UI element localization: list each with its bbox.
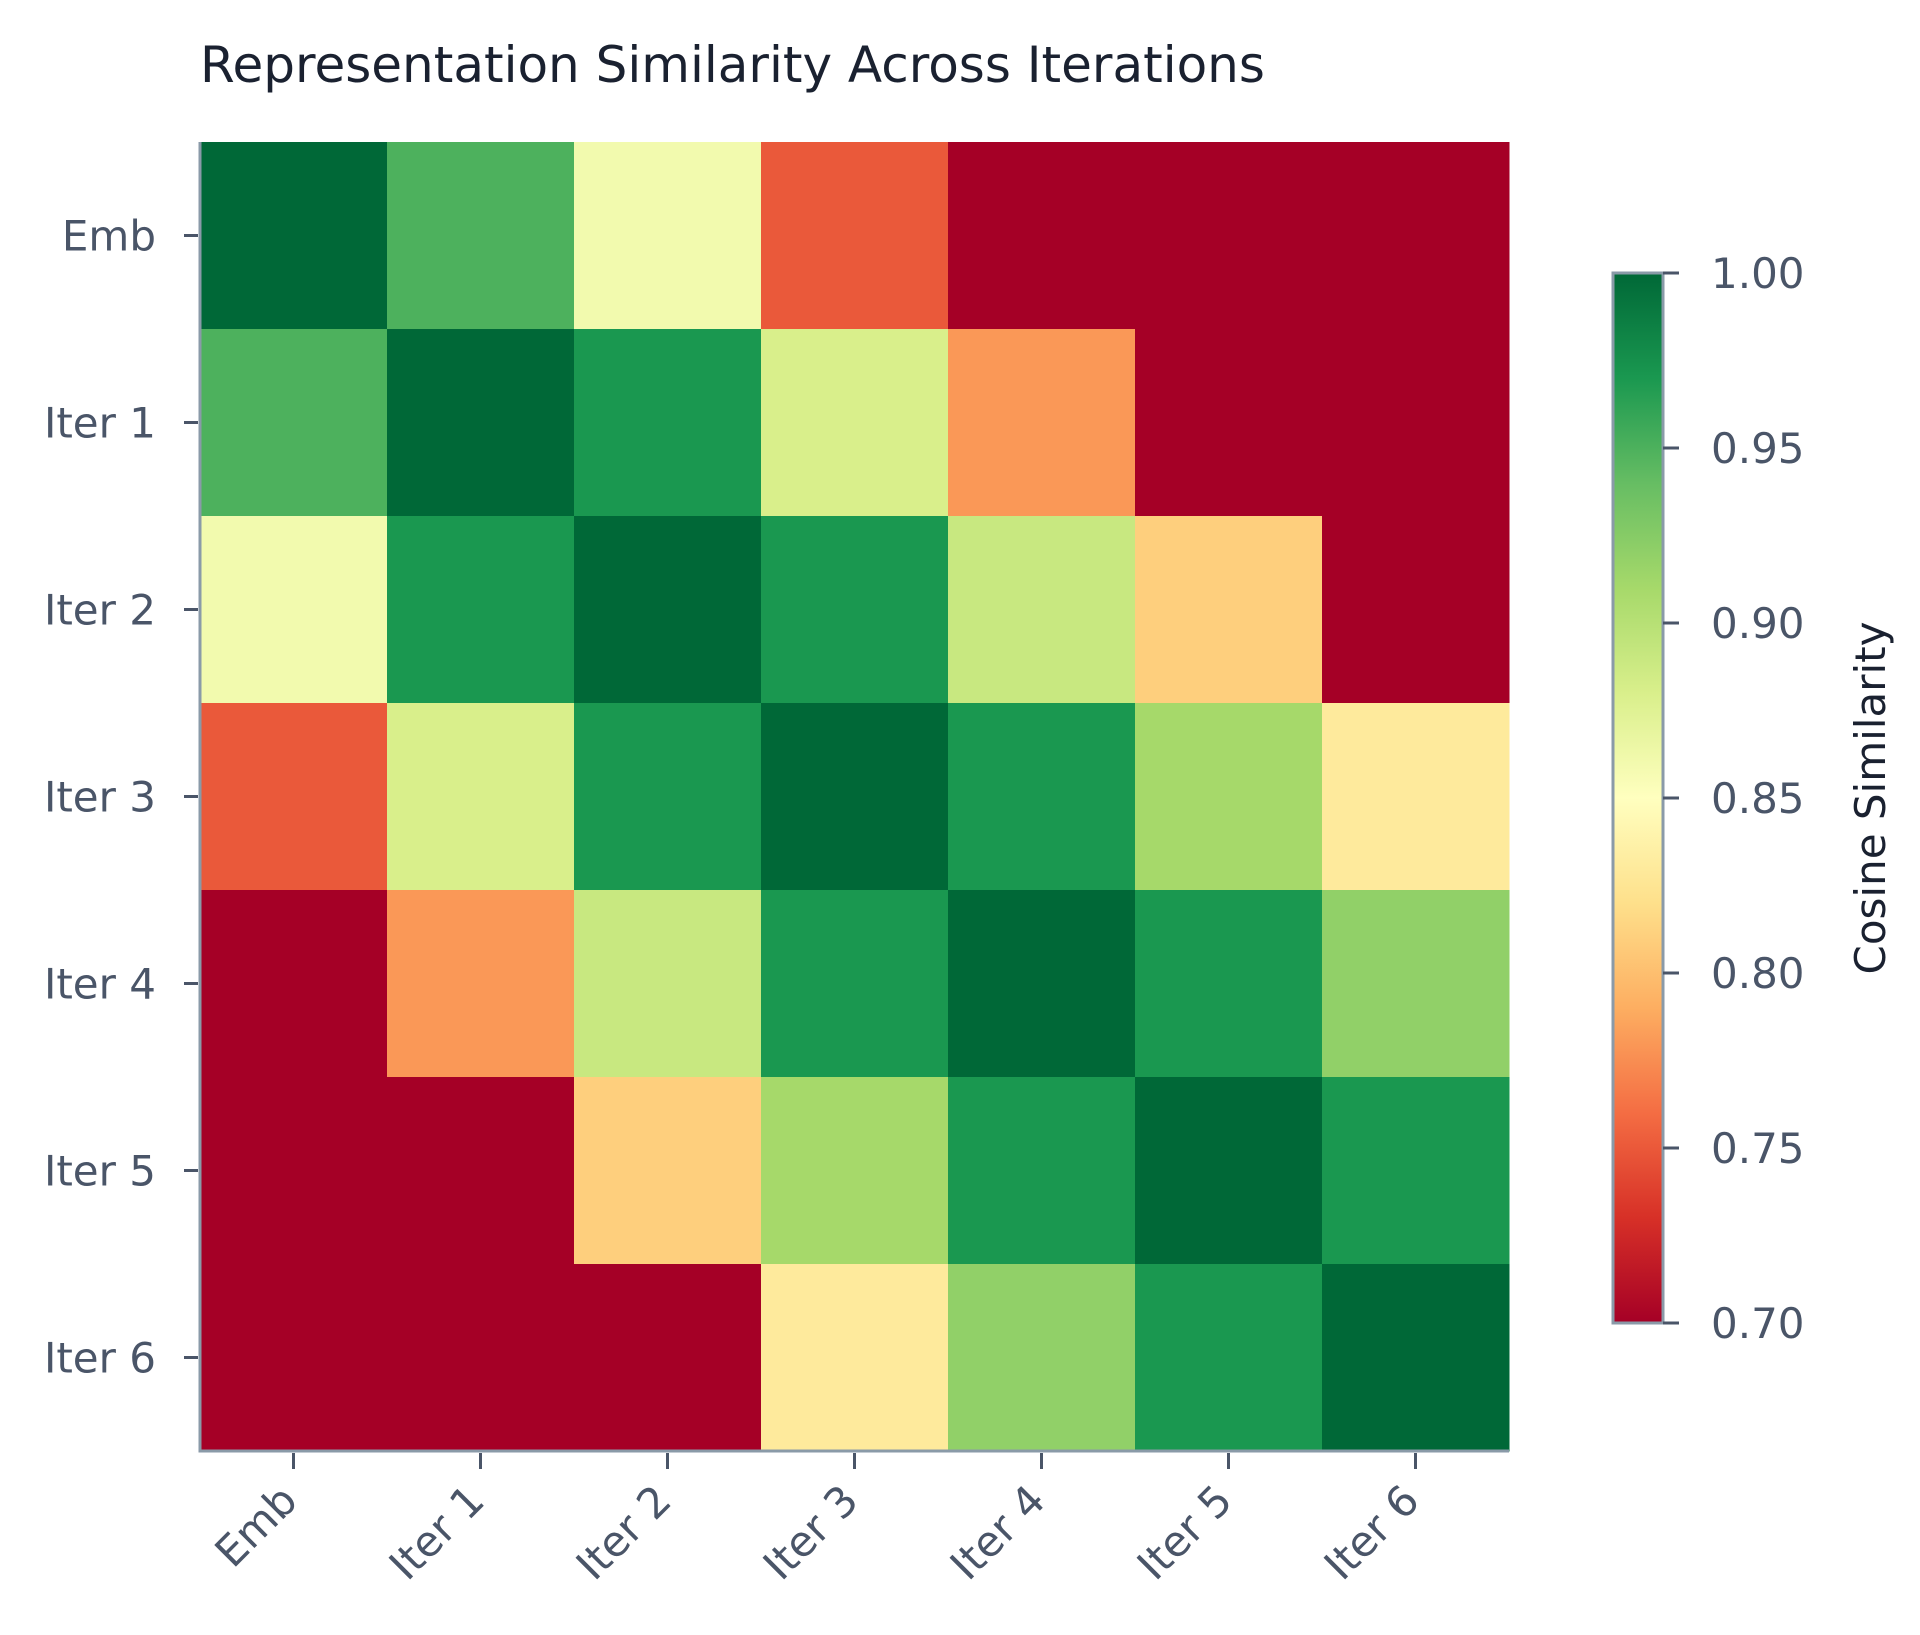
heatmap-cell — [200, 1077, 388, 1265]
heatmap-cell — [761, 516, 949, 704]
heatmap-axes — [198, 142, 1509, 1453]
heatmap-cell — [1135, 516, 1323, 704]
x-tick-label: Iter 6 — [1315, 1475, 1429, 1589]
axis-spine — [198, 142, 1509, 1453]
heatmap-cell — [200, 890, 388, 1078]
colorbar-tick-label: 0.70 — [1711, 1299, 1805, 1348]
heatmap-cell — [1322, 516, 1510, 704]
heatmap-cell — [1322, 142, 1510, 330]
heatmap-cell — [761, 142, 949, 330]
heatmap-cell — [948, 1077, 1136, 1265]
heatmap-cell — [387, 703, 575, 891]
y-tick-label: Iter 5 — [44, 1147, 156, 1196]
colorbar-tick-label: 0.90 — [1711, 599, 1805, 648]
heatmap-cell — [387, 1077, 575, 1265]
heatmap-cell — [1135, 1264, 1323, 1452]
y-tick-label: Iter 2 — [44, 586, 156, 635]
colorbar-tick-label: 0.85 — [1711, 774, 1805, 823]
heatmap-cell — [1135, 703, 1323, 891]
heatmap-cell — [948, 703, 1136, 891]
heatmap-cell — [761, 1264, 949, 1452]
y-tick-label: Iter 6 — [44, 1334, 156, 1383]
heatmap-cell — [200, 142, 388, 330]
colorbar-tick-label: 0.75 — [1711, 1124, 1805, 1173]
x-tick-label: Iter 4 — [941, 1475, 1055, 1589]
heatmap-cell — [574, 890, 762, 1078]
heatmap-cell — [761, 890, 949, 1078]
y-axis-ticks: Emb Iter 1 Iter 2 Iter 3 Iter 4 Iter 5 Iter 6 — [44, 212, 198, 1383]
x-tick-label: Iter 5 — [1128, 1475, 1242, 1589]
heatmap-cell — [1135, 1077, 1323, 1265]
y-tick-label: Iter 1 — [44, 399, 156, 448]
heatmap-cell — [1135, 142, 1323, 330]
heatmap-cell — [1322, 1077, 1510, 1265]
heatmap-cell — [1322, 703, 1510, 891]
heatmap-cell — [387, 1264, 575, 1452]
heatmap-cell — [387, 329, 575, 517]
heatmap-cell — [1135, 329, 1323, 517]
heatmap-cell — [948, 516, 1136, 704]
heatmap-cell — [1135, 890, 1323, 1078]
heatmap-cell — [574, 142, 762, 330]
heatmap-cell — [574, 703, 762, 891]
heatmap-cell — [761, 329, 949, 517]
heatmap-cell — [1322, 1264, 1510, 1452]
heatmap-cell — [200, 1264, 388, 1452]
colorbar-label: Cosine Similarity — [1846, 622, 1895, 975]
chart-title: Representation Similarity Across Iterati… — [200, 36, 1265, 94]
colorbar: 0.70 0.75 0.80 0.85 0.90 0.95 1.00 — [1611, 249, 1805, 1348]
heatmap-cell — [574, 1077, 762, 1265]
heatmap-cell — [200, 516, 388, 704]
y-tick-label: Emb — [62, 212, 156, 261]
heatmap-cell — [200, 703, 388, 891]
heatmap-cell — [387, 142, 575, 330]
colorbar-tick-label: 0.95 — [1711, 424, 1805, 473]
colorbar-tick-label: 1.00 — [1711, 249, 1805, 298]
colorbar-gradient — [1611, 271, 1665, 1325]
heatmap-cell — [1322, 329, 1510, 517]
y-tick-label: Iter 3 — [44, 773, 156, 822]
heatmap-cell — [948, 1264, 1136, 1452]
y-tick-label: Iter 4 — [44, 960, 156, 1009]
x-axis-ticks: Emb Iter 1 Iter 2 Iter 3 Iter 4 Iter 5 Iter 6 — [205, 1453, 1429, 1589]
heatmap-cell — [948, 329, 1136, 517]
heatmap-cell — [948, 142, 1136, 330]
x-tick-label: Emb — [205, 1475, 306, 1576]
colorbar-tick-label: 0.80 — [1711, 949, 1805, 998]
heatmap-cell — [200, 329, 388, 517]
heatmap-cell — [387, 890, 575, 1078]
heatmap-cell — [761, 1077, 949, 1265]
heatmap-cell — [574, 1264, 762, 1452]
x-tick-label: Iter 2 — [567, 1475, 681, 1589]
x-tick-label: Iter 1 — [380, 1475, 494, 1589]
heatmap-cell — [387, 516, 575, 704]
heatmap-cell — [574, 329, 762, 517]
heatmap-cell — [948, 890, 1136, 1078]
heatmap-cell — [761, 703, 949, 891]
heatmap-cell — [574, 516, 762, 704]
heatmap-cell — [1322, 890, 1510, 1078]
x-tick-label: Iter 3 — [754, 1475, 868, 1589]
heatmap-cells — [200, 142, 1510, 1452]
